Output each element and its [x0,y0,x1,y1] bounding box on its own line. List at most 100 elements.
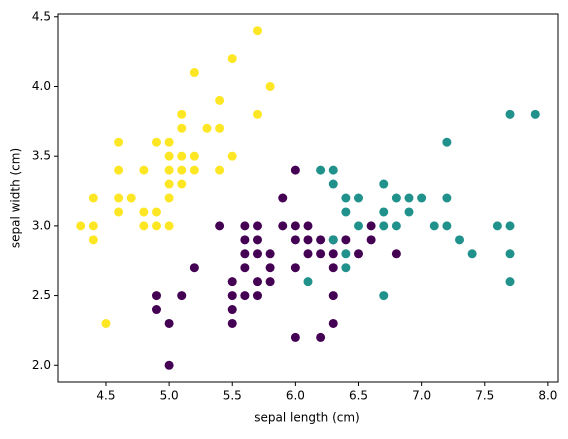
point [316,165,326,175]
point [151,207,161,217]
point [88,193,98,203]
x-tick-label: 6.5 [349,389,368,403]
point [278,221,288,231]
point [417,193,427,203]
point [316,332,326,342]
point [328,318,338,328]
point [505,221,515,231]
plot-frame [57,13,559,383]
point [379,179,389,189]
point [530,109,540,119]
point [316,235,326,245]
point [227,277,237,287]
x-axis-label: sepal length (cm) [254,411,359,425]
point [303,277,313,287]
point [252,277,262,287]
x-tick-label: 5.5 [223,389,242,403]
y-axis-label: sepal width (cm) [9,148,23,248]
y-tick-label: 4.5 [32,9,51,23]
point [88,235,98,245]
point [240,263,250,273]
point [455,235,465,245]
point [139,221,149,231]
point [88,221,98,231]
point [505,249,515,259]
point [341,207,351,217]
point [316,249,326,259]
point [278,193,288,203]
x-tick-label: 7.0 [412,389,431,403]
point [177,123,187,133]
point [227,305,237,315]
point [328,263,338,273]
point [189,68,199,78]
point [177,291,187,301]
point [354,249,364,259]
point [76,221,86,231]
point [341,249,351,259]
point [328,249,338,259]
point [114,193,124,203]
y-tick-label: 4.0 [32,79,51,93]
point [139,207,149,217]
point [265,249,275,259]
point [265,277,275,287]
point [290,235,300,245]
point [290,165,300,175]
x-tick-label: 6.0 [286,389,305,403]
point [164,137,174,147]
point [354,221,364,231]
point [379,221,389,231]
point [164,179,174,189]
point [290,332,300,342]
point [252,221,262,231]
point [366,221,376,231]
point [265,81,275,91]
point [215,221,225,231]
point [391,249,401,259]
point [126,193,136,203]
point [467,249,477,259]
point [328,179,338,189]
point [202,123,212,133]
point [265,263,275,273]
point [252,249,262,259]
x-tick-label: 8.0 [538,389,557,403]
point [442,193,452,203]
point [227,151,237,161]
point [215,123,225,133]
y-tick-label: 3.5 [32,149,51,163]
point [114,165,124,175]
point [442,137,452,147]
point [151,291,161,301]
point [505,277,515,287]
point [341,263,351,273]
point [341,193,351,203]
point [164,151,174,161]
point [404,207,414,217]
point [177,109,187,119]
point [354,193,364,203]
point [492,221,502,231]
point [391,193,401,203]
point [114,137,124,147]
point [240,291,250,301]
point [404,193,414,203]
point [215,165,225,175]
point [227,318,237,328]
point [177,151,187,161]
point [101,318,111,328]
point [328,291,338,301]
point [215,95,225,105]
x-tick-label: 4.5 [96,389,115,403]
point [240,221,250,231]
point [164,165,174,175]
point [341,235,351,245]
point [189,263,199,273]
point [328,165,338,175]
point [442,221,452,231]
point [151,137,161,147]
point [227,54,237,64]
y-tick-label: 2.0 [32,358,51,372]
point [379,291,389,301]
